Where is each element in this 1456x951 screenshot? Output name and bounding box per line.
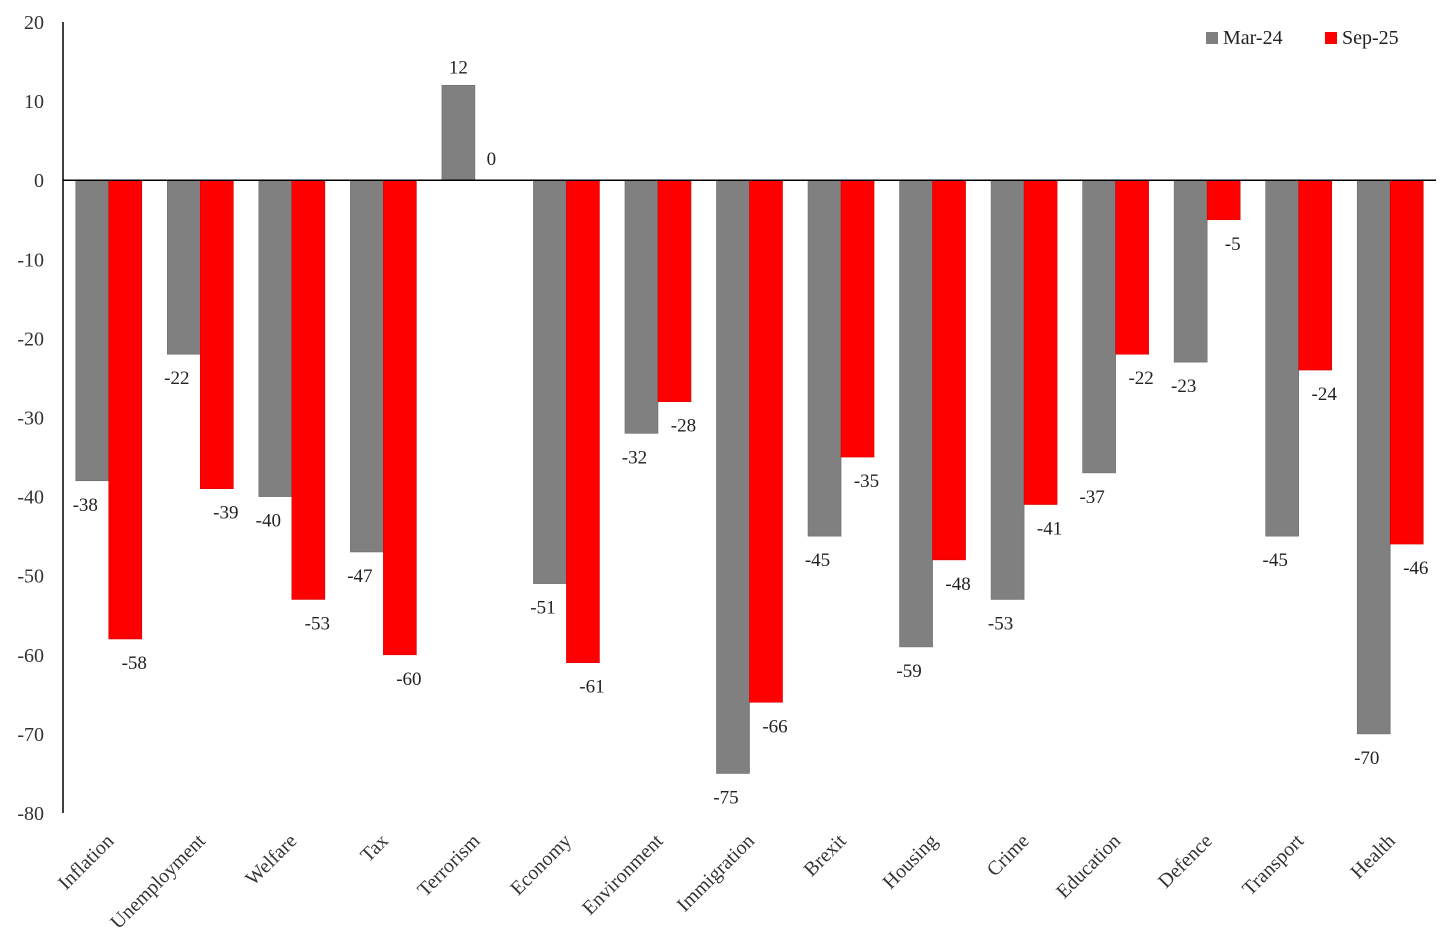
x-tick-label-terrorism: Terrorism <box>413 830 484 901</box>
bar-mar-24-defence <box>1173 179 1208 363</box>
data-label-mar-24-environment: -32 <box>622 447 647 468</box>
data-label-sep-25-environment: -28 <box>671 416 696 437</box>
bar-sep-25-inflation <box>108 179 143 640</box>
data-label-mar-24-crime: -53 <box>988 613 1013 634</box>
x-tick-label-economy: Economy <box>506 830 576 900</box>
data-label-sep-25-terrorism: 0 <box>487 149 497 170</box>
bar-sep-25-economy <box>566 179 600 664</box>
bar-mar-24-crime <box>990 179 1025 600</box>
data-label-mar-24-welfare: -40 <box>256 511 281 532</box>
data-label-mar-24-economy: -51 <box>530 598 555 619</box>
data-label-mar-24-brexit: -45 <box>805 550 830 571</box>
bar-mar-24-education <box>1082 179 1116 474</box>
y-tick-label: -10 <box>17 249 44 271</box>
y-tick-label: -20 <box>17 328 44 350</box>
y-tick-label: -30 <box>17 408 44 430</box>
bar-sep-25-housing <box>932 179 966 561</box>
data-label-mar-24-unemployment: -22 <box>164 368 189 389</box>
data-label-mar-24-defence: -23 <box>1171 376 1196 397</box>
x-tick-label-defence: Defence <box>1154 830 1217 893</box>
x-tick-label-unemployment: Unemployment <box>106 830 210 934</box>
bar-mar-24-environment <box>624 179 659 434</box>
data-label-sep-25-defence: -5 <box>1225 234 1241 255</box>
x-tick-label-transport: Transport <box>1238 830 1308 900</box>
data-label-sep-25-education: -22 <box>1128 368 1153 389</box>
bar-sep-25-environment <box>657 179 692 402</box>
data-label-sep-25-health: -46 <box>1403 558 1428 579</box>
data-label-mar-24-terrorism: 12 <box>449 57 468 78</box>
y-tick-label: -80 <box>17 803 44 825</box>
x-tick-label-inflation: Inflation <box>54 830 118 894</box>
bar-mar-24-tax <box>350 179 384 553</box>
x-tick-label-tax: Tax <box>356 830 393 867</box>
bar-mar-24-transport <box>1265 179 1299 537</box>
x-tick-label-welfare: Welfare <box>241 830 301 890</box>
data-label-mar-24-education: -37 <box>1079 487 1104 508</box>
y-tick-label: -40 <box>17 487 44 509</box>
bar-mar-24-inflation <box>75 179 110 482</box>
bars <box>75 84 1424 774</box>
data-label-sep-25-immigration: -66 <box>762 716 787 737</box>
legend: Mar-24 Sep-25 <box>1206 27 1399 49</box>
bar-mar-24-economy <box>533 179 567 584</box>
y-tick-label: -70 <box>17 724 44 746</box>
bar-sep-25-transport <box>1298 179 1332 371</box>
data-label-sep-25-economy: -61 <box>579 677 604 698</box>
bar-sep-25-health <box>1389 179 1424 545</box>
bar-mar-24-brexit <box>807 179 842 537</box>
data-label-mar-24-inflation: -38 <box>73 495 98 516</box>
bar-sep-25-brexit <box>840 179 875 458</box>
y-tick-label: 20 <box>24 12 44 34</box>
bar-mar-24-health <box>1356 179 1391 735</box>
x-tick-label-crime: Crime <box>983 830 1034 881</box>
bar-mar-24-welfare <box>258 179 293 497</box>
bar-sep-25-welfare <box>291 179 326 600</box>
bar-mar-24-immigration <box>716 179 750 774</box>
y-tick-label: -50 <box>17 566 44 588</box>
legend-label-mar-24: Mar-24 <box>1223 27 1283 49</box>
data-label-sep-25-welfare: -53 <box>305 613 330 634</box>
data-label-sep-25-inflation: -58 <box>122 653 147 674</box>
x-tick-label-health: Health <box>1347 830 1400 883</box>
data-label-sep-25-unemployment: -39 <box>213 503 238 524</box>
bar-sep-25-defence <box>1206 179 1241 221</box>
x-tick-label-education: Education <box>1052 830 1125 903</box>
x-tick-label-brexit: Brexit <box>800 830 851 881</box>
legend-swatch-sep-25 <box>1325 32 1337 44</box>
data-label-mar-24-tax: -47 <box>347 566 372 587</box>
bar-mar-24-unemployment <box>167 179 201 355</box>
bar-sep-25-unemployment <box>200 179 234 489</box>
data-label-sep-25-transport: -24 <box>1312 384 1338 405</box>
data-label-sep-25-tax: -60 <box>396 669 421 690</box>
y-tick-label: 10 <box>24 91 44 113</box>
data-label-mar-24-health: -70 <box>1354 748 1379 769</box>
x-tick-label-housing: Housing <box>879 830 942 893</box>
data-label-mar-24-transport: -45 <box>1263 550 1288 571</box>
legend-swatch-mar-24 <box>1206 32 1218 44</box>
data-label-mar-24-immigration: -75 <box>713 787 738 808</box>
data-labels: -38 -58 -22 -39 -40 -53 -47 -60 12 0 -51 -61 -32 -28 -… <box>73 57 1429 808</box>
data-label-sep-25-housing: -48 <box>945 574 970 595</box>
x-tick-label-immigration: Immigration <box>673 830 759 916</box>
x-tick-label-environment: Environment <box>578 830 668 920</box>
data-label-sep-25-crime: -41 <box>1037 519 1062 540</box>
y-tick-label: 0 <box>34 170 44 192</box>
bar-sep-25-tax <box>383 179 417 656</box>
data-label-sep-25-brexit: -35 <box>854 471 879 492</box>
bar-sep-25-crime <box>1023 179 1058 505</box>
bar-mar-24-terrorism <box>441 84 476 181</box>
bar-sep-25-education <box>1115 179 1149 355</box>
y-tick-label: -60 <box>17 645 44 667</box>
bar-sep-25-immigration <box>749 179 783 703</box>
legend-label-sep-25: Sep-25 <box>1342 27 1399 49</box>
y-axis: 20 10 0 -10 -20 -30 -40 -50 -60 -70 -80 <box>17 12 64 825</box>
bar-mar-24-housing <box>899 179 933 648</box>
data-label-mar-24-housing: -59 <box>896 661 921 682</box>
